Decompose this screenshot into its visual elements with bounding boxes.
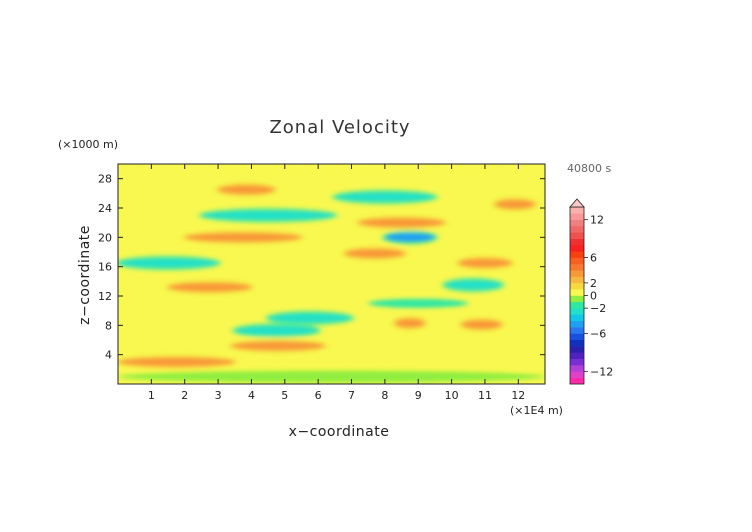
colorbar-segment bbox=[570, 263, 584, 271]
colorbar-segment bbox=[570, 339, 584, 347]
field-band bbox=[168, 282, 252, 292]
field-band bbox=[184, 232, 302, 242]
field-band bbox=[494, 199, 535, 209]
colorbar-segment bbox=[570, 365, 584, 372]
colorbar-tick-label: 12 bbox=[590, 214, 604, 227]
plot-frame bbox=[117, 163, 546, 385]
colorbar-segment bbox=[570, 346, 584, 353]
y-axis: 4 8 12 16 20 24 28 bbox=[98, 173, 545, 362]
plot-background bbox=[118, 164, 545, 384]
colorbar-segment bbox=[570, 257, 584, 265]
y-axis-title: z−coordinate bbox=[77, 225, 93, 325]
x-tick-label: 10 bbox=[445, 389, 459, 402]
field-band bbox=[201, 210, 335, 220]
colorbar-segment bbox=[570, 295, 584, 303]
colorbar-segment bbox=[570, 320, 584, 328]
time-label: 40800 s bbox=[567, 162, 611, 175]
field-band bbox=[218, 185, 275, 195]
field-band bbox=[231, 341, 325, 351]
field-band bbox=[458, 258, 512, 268]
x-tick-label: 12 bbox=[511, 389, 525, 402]
colorbar-tick-label: 6 bbox=[590, 252, 597, 265]
field-band bbox=[384, 232, 435, 242]
field-band bbox=[358, 218, 445, 228]
colorbar-segment bbox=[570, 282, 584, 290]
field-band bbox=[368, 298, 469, 308]
colorbar-segment bbox=[570, 207, 584, 214]
field-band bbox=[118, 370, 545, 383]
x-tick-label: 1 bbox=[148, 389, 155, 402]
x-tick-label: 6 bbox=[315, 389, 322, 402]
colorbar-segment bbox=[570, 244, 584, 252]
x-unit-label: (×1E4 m) bbox=[510, 404, 563, 417]
y-tick-label: 4 bbox=[105, 349, 112, 362]
x-tick-label: 9 bbox=[415, 389, 422, 402]
y-tick-label: 12 bbox=[98, 290, 112, 303]
colorbar-segment bbox=[570, 308, 584, 315]
chart-title: Zonal Velocity bbox=[269, 117, 410, 138]
colorbar-segment bbox=[570, 289, 584, 296]
x-axis-title: x−coordinate bbox=[289, 424, 390, 440]
colorbar-tick-label: 0 bbox=[590, 290, 597, 303]
colorbar-segment bbox=[570, 232, 584, 239]
colorbar-tick-label: 2 bbox=[590, 277, 597, 290]
colorbar-segment bbox=[570, 213, 584, 220]
y-tick-label: 24 bbox=[98, 202, 112, 215]
field-band bbox=[344, 248, 405, 258]
y-tick-label: 28 bbox=[98, 173, 112, 186]
field-band bbox=[394, 318, 425, 328]
x-tick-label: 3 bbox=[215, 389, 222, 402]
y-tick-label: 16 bbox=[98, 261, 112, 274]
field-band bbox=[461, 320, 502, 330]
field-band bbox=[118, 258, 219, 268]
field-band bbox=[118, 357, 235, 367]
plot-area bbox=[118, 164, 545, 384]
x-axis: 1 2 3 4 5 6 7 8 9 10 11 12 bbox=[148, 164, 525, 402]
y-unit-label: (×1000 m) bbox=[58, 138, 118, 151]
colorbar-segment bbox=[570, 377, 584, 385]
x-tick-label: 11 bbox=[478, 389, 492, 402]
colorbar-segment bbox=[570, 327, 584, 334]
colorbar-segment bbox=[570, 251, 584, 258]
colorbar-segment bbox=[570, 276, 584, 284]
velocity-field bbox=[118, 165, 545, 383]
colorbar-segment bbox=[570, 225, 584, 233]
colorbar-segment bbox=[570, 352, 584, 360]
colorbar-tick-label: −6 bbox=[590, 327, 606, 340]
colorbar: 12 6 20−2 −6 −12 bbox=[569, 198, 613, 385]
field-band bbox=[268, 313, 352, 323]
x-tick-label: 4 bbox=[248, 389, 255, 402]
colorbar-segment bbox=[570, 358, 584, 366]
x-tick-label: 5 bbox=[281, 389, 288, 402]
colorbar-segment bbox=[570, 270, 584, 277]
colorbar-segment bbox=[570, 238, 584, 246]
field-band bbox=[234, 325, 319, 335]
y-tick-label: 20 bbox=[98, 231, 112, 244]
colorbar-segment bbox=[570, 219, 584, 227]
field-band bbox=[444, 280, 502, 290]
y-tick-label: 8 bbox=[105, 319, 112, 332]
x-tick-label: 7 bbox=[348, 389, 355, 402]
field-band bbox=[118, 165, 545, 178]
x-tick-label: 2 bbox=[181, 389, 188, 402]
colorbar-segment bbox=[570, 301, 584, 309]
colorbar-tick-label: −2 bbox=[590, 302, 606, 315]
colorbar-segment bbox=[570, 314, 584, 322]
field-band bbox=[334, 192, 435, 202]
colorbar-segment bbox=[570, 371, 584, 378]
colorbar-tick-label: −12 bbox=[590, 365, 613, 378]
colorbar-segment bbox=[570, 333, 584, 341]
colorbar-extend-arrow bbox=[569, 198, 585, 208]
x-tick-label: 8 bbox=[381, 389, 388, 402]
